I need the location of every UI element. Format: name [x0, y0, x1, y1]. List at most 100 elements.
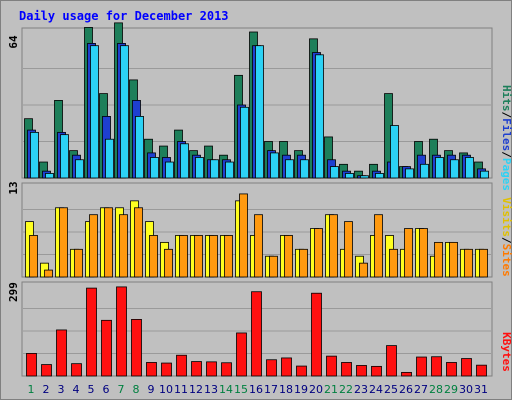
- day-label-9: 9: [148, 383, 155, 396]
- hits-panel-ymax-label: 64: [7, 35, 20, 49]
- pages-bar-day-5: [90, 45, 99, 179]
- day-label-16: 16: [249, 383, 263, 396]
- sites-bar-day-17: [269, 255, 278, 278]
- pages-bar-day-16: [255, 45, 264, 179]
- kbytes-bar-day-4: [71, 363, 82, 377]
- day-label-30: 30: [459, 383, 473, 396]
- day-label-2: 2: [43, 383, 50, 396]
- pages-bar-day-6: [105, 138, 114, 179]
- kbytes-bar-day-22: [341, 362, 352, 377]
- day-label-29: 29: [444, 383, 458, 396]
- kbytes-bar-day-30: [461, 358, 472, 377]
- sites-bar-day-29: [449, 241, 458, 278]
- pages-bar-day-17: [270, 152, 279, 179]
- pages-bar-day-13: [210, 159, 219, 179]
- sites-bar-day-23: [359, 262, 368, 278]
- day-label-23: 23: [354, 383, 368, 396]
- legend-sep: /: [500, 237, 512, 244]
- pages-bar-day-29: [450, 159, 459, 179]
- kbytes-bar-day-27: [416, 356, 427, 377]
- day-label-17: 17: [264, 383, 278, 396]
- legend-pages: Pages: [500, 158, 512, 191]
- pages-bar-day-12: [195, 157, 204, 179]
- kbytes-bar-day-13: [206, 361, 217, 377]
- sites-bar-day-2: [44, 269, 53, 278]
- kbytes-bar-day-10: [161, 362, 172, 377]
- day-label-10: 10: [159, 383, 173, 396]
- chart-title: Daily usage for December 2013: [19, 9, 229, 23]
- sites-bar-day-25: [389, 248, 398, 278]
- day-label-5: 5: [88, 383, 95, 396]
- sites-bar-day-18: [284, 235, 293, 278]
- day-label-12: 12: [189, 383, 203, 396]
- day-label-1: 1: [28, 383, 35, 396]
- sites-bar-day-10: [164, 248, 173, 278]
- pages-bar-day-24: [375, 173, 384, 179]
- sites-bar-day-11: [179, 235, 188, 278]
- day-label-25: 25: [384, 383, 398, 396]
- pages-bar-day-3: [60, 134, 69, 179]
- sites-bar-day-21: [329, 214, 338, 278]
- visits-panel-legend: Visits/Sites: [500, 197, 512, 277]
- hits-panel-legend: Hits/Files/Pages: [500, 85, 512, 191]
- kbytes-bar-day-3: [56, 329, 67, 377]
- kbytes-bar-day-14: [221, 362, 232, 377]
- kbytes-bar-day-15: [236, 332, 247, 377]
- pages-bar-day-22: [345, 173, 354, 179]
- legend-visits: Visits: [500, 197, 512, 237]
- day-label-15: 15: [234, 383, 248, 396]
- pages-bar-day-4: [75, 159, 84, 179]
- kbytes-bar-day-7: [116, 286, 127, 377]
- sites-bar-day-24: [374, 214, 383, 278]
- kbytes-panel-ymax-label: 299: [7, 282, 20, 302]
- pages-bar-day-21: [330, 166, 339, 179]
- day-label-20: 20: [309, 383, 323, 396]
- sites-bar-day-7: [119, 214, 128, 278]
- chart-bars: [23, 22, 491, 377]
- legend-sep: /: [500, 151, 512, 158]
- sites-bar-day-8: [134, 207, 143, 278]
- kbytes-bar-day-12: [191, 361, 202, 377]
- sites-bar-day-26: [404, 228, 413, 278]
- pages-bar-day-19: [300, 159, 309, 179]
- kbytes-bar-day-24: [371, 365, 382, 377]
- day-label-4: 4: [73, 383, 80, 396]
- kbytes-bar-day-31: [476, 364, 487, 377]
- pages-bar-day-28: [435, 157, 444, 179]
- pages-bar-day-2: [45, 173, 54, 179]
- day-label-14: 14: [219, 383, 233, 396]
- kbytes-bar-day-26: [401, 371, 412, 377]
- day-label-6: 6: [103, 383, 110, 396]
- sites-bar-day-1: [29, 235, 38, 278]
- pages-bar-day-23: [360, 175, 369, 179]
- pages-bar-day-27: [420, 163, 429, 179]
- legend-kbytes: KBytes: [500, 332, 512, 372]
- sites-bar-day-22: [344, 221, 353, 278]
- kbytes-bar-day-20: [311, 292, 322, 377]
- pages-bar-day-31: [480, 170, 489, 179]
- pages-bar-day-9: [150, 157, 159, 179]
- kbytes-bar-day-19: [296, 365, 307, 377]
- pages-bar-day-14: [225, 161, 234, 179]
- pages-bar-day-20: [315, 54, 324, 179]
- day-label-11: 11: [174, 383, 188, 396]
- sites-bar-day-13: [209, 235, 218, 278]
- sites-bar-day-30: [464, 248, 473, 278]
- pages-bar-day-7: [120, 45, 129, 179]
- sites-bar-day-4: [74, 248, 83, 278]
- sites-bar-day-6: [104, 207, 113, 278]
- day-label-7: 7: [118, 383, 125, 396]
- pages-bar-day-1: [30, 131, 39, 179]
- kbytes-bar-day-5: [86, 287, 97, 377]
- day-label-13: 13: [204, 383, 218, 396]
- day-label-31: 31: [474, 383, 488, 396]
- pages-bar-day-10: [165, 161, 174, 179]
- sites-bar-day-19: [299, 248, 308, 278]
- day-label-19: 19: [294, 383, 308, 396]
- kbytes-bar-day-18: [281, 357, 292, 377]
- kbytes-bar-day-1: [26, 353, 37, 377]
- kbytes-bar-day-23: [356, 365, 367, 377]
- day-label-18: 18: [279, 383, 293, 396]
- x-axis-day-labels: 1 2 3 4 5 6 7 8 9 10 11 12 13 14 15 16 17 18 19 20 21 22 23 24 2…: [28, 383, 489, 396]
